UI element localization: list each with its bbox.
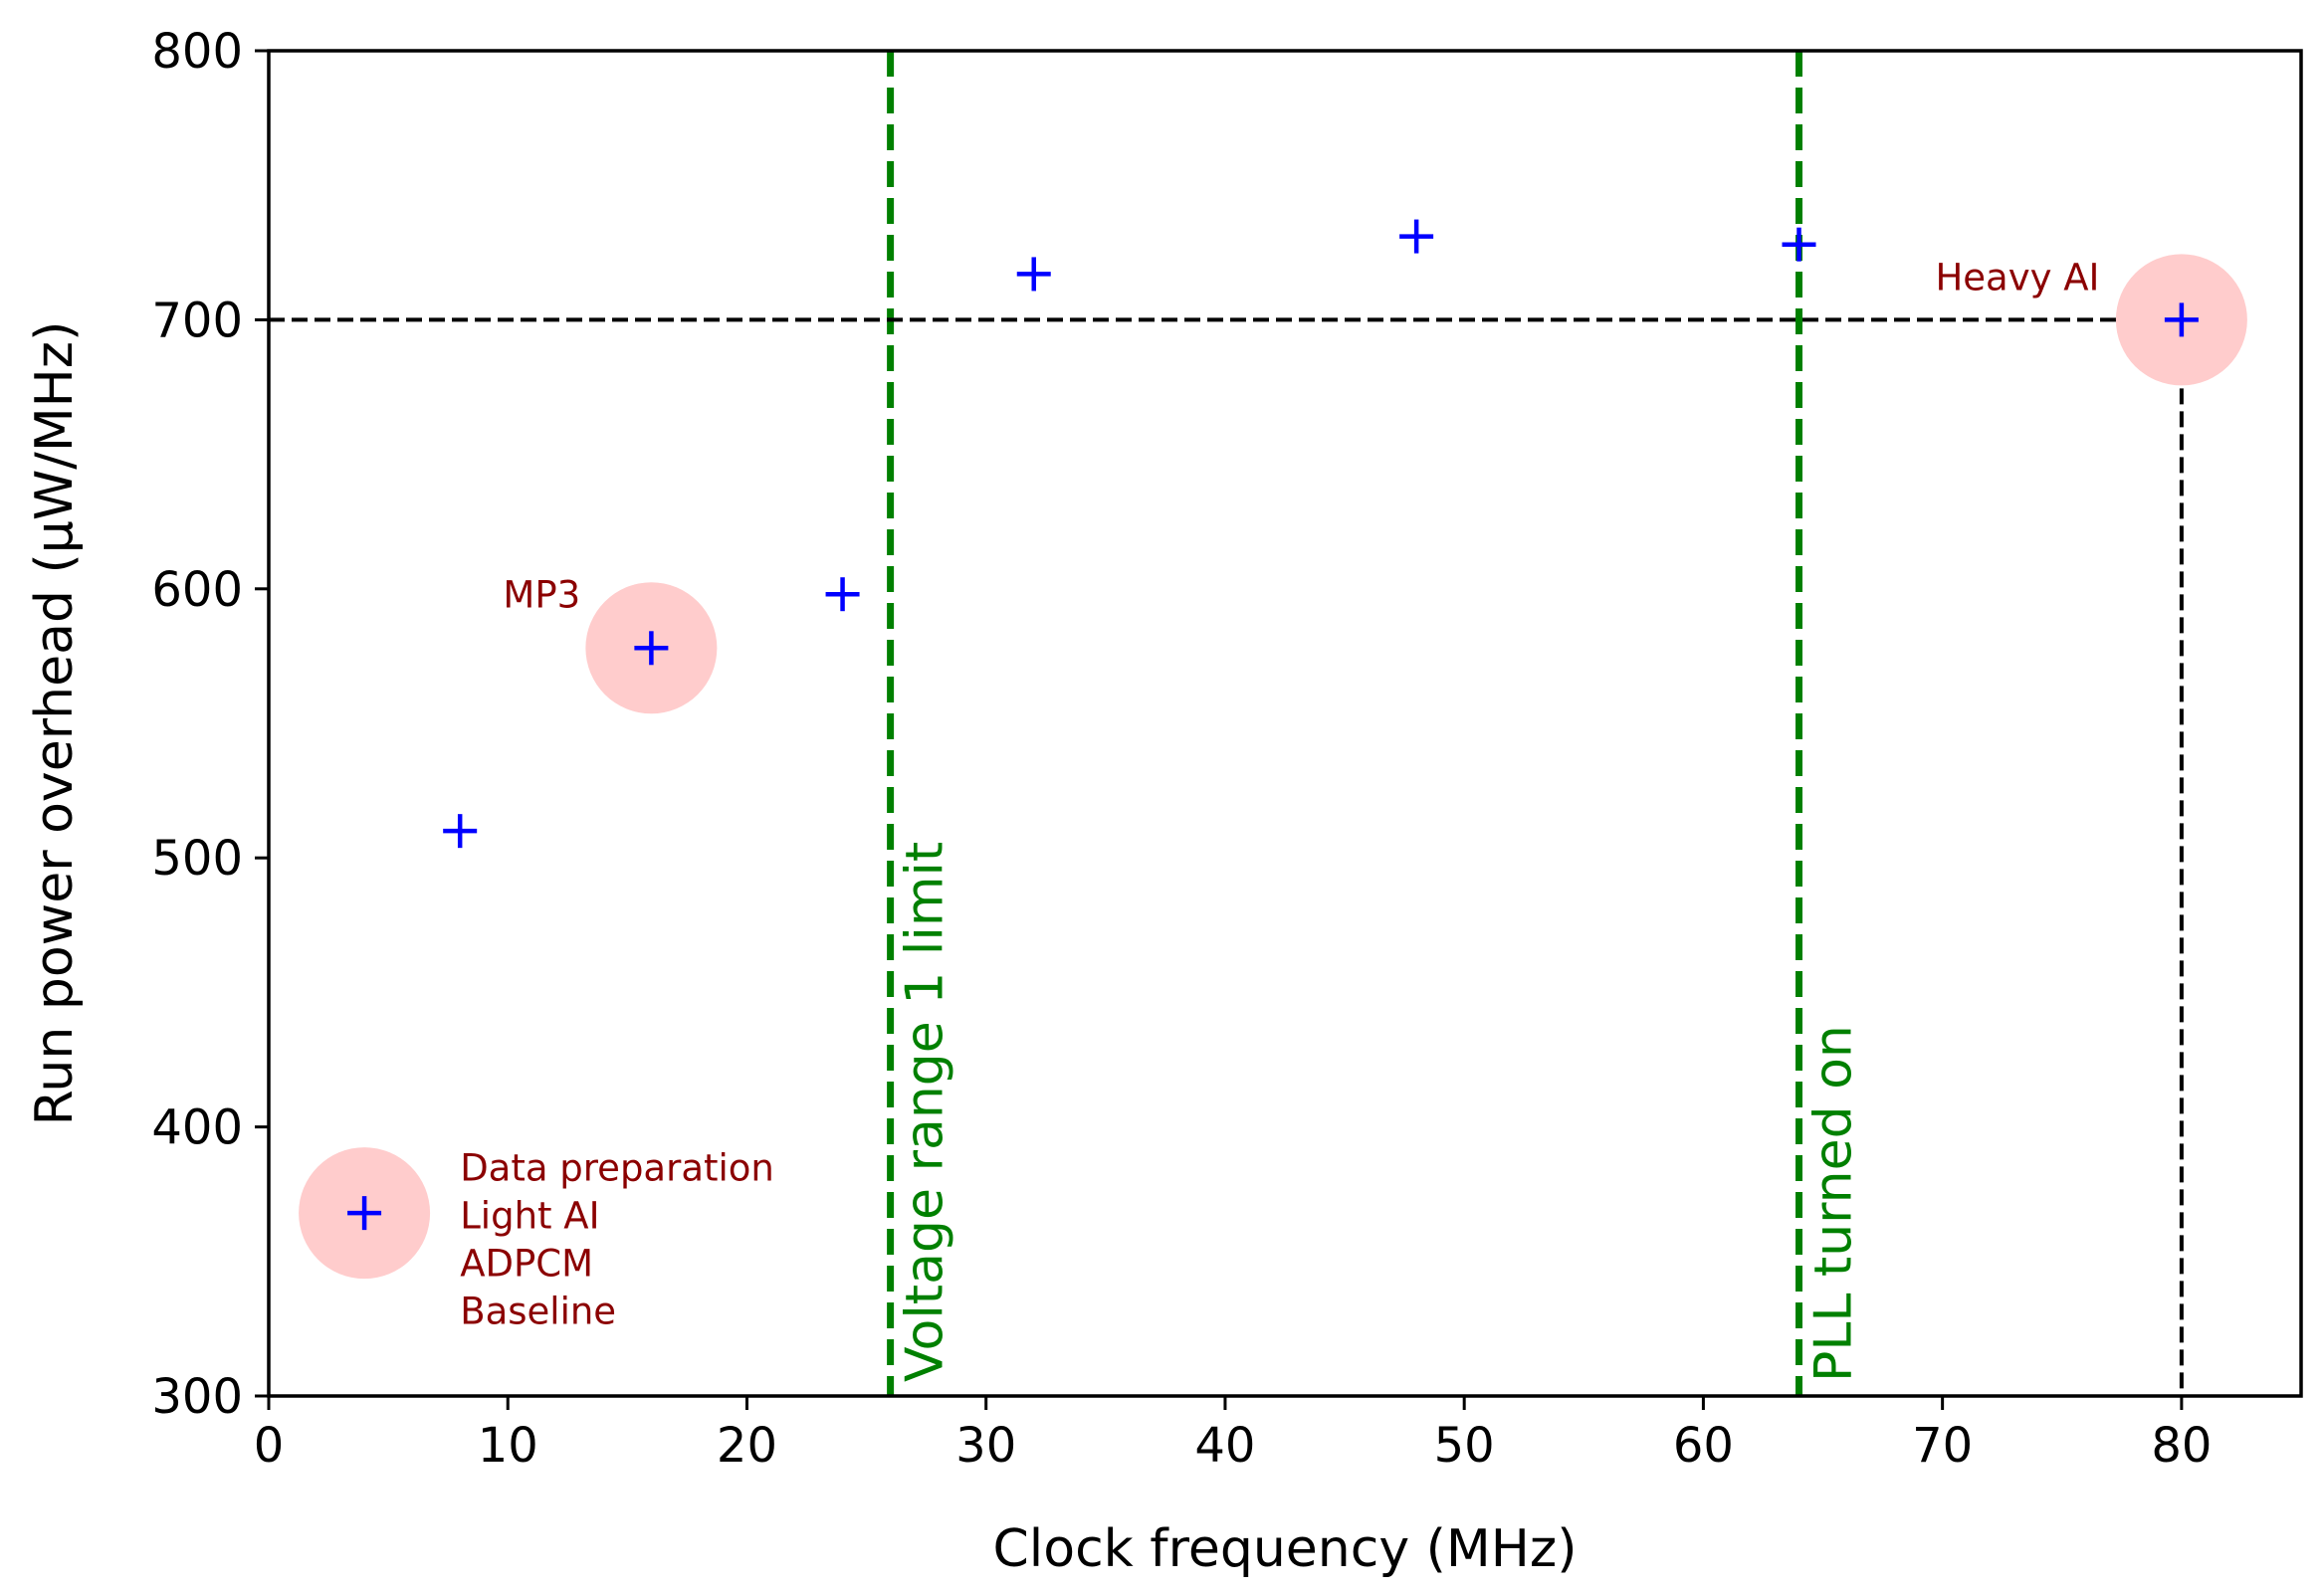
y-tick-label: 300 (151, 1369, 243, 1425)
x-tick-label: 40 (1194, 1418, 1255, 1474)
y-tick-label: 800 (151, 24, 243, 80)
annotations: Data preparation Light AI ADPCM Baseline MP3… (460, 257, 2099, 1333)
highlight-circles (299, 254, 2247, 1280)
data-point (1016, 257, 1051, 292)
y-tick-label: 500 (151, 831, 243, 887)
threshold-lines: Voltage range 1 limit PLL turned on (887, 51, 1864, 1396)
data-point (1399, 219, 1434, 254)
annotation-line: ADPCM (460, 1243, 593, 1286)
y-tick-label: 700 (151, 293, 243, 348)
plot-frame (267, 49, 2303, 1398)
x-tick-label: 50 (1434, 1418, 1495, 1474)
y-axis-label: Run power overhead (µW/MHz) (25, 321, 85, 1126)
axes: 0 10 20 30 40 50 60 70 80 300 400 500 600 700 800 (151, 24, 2303, 1474)
annotation-2: Heavy AI (1935, 257, 2099, 299)
x-tick-label: 80 (2151, 1418, 2212, 1474)
annotation-line: Data preparation (460, 1147, 774, 1190)
x-tick-label: 70 (1912, 1418, 1973, 1474)
x-tick-label: 0 (254, 1418, 285, 1474)
annotation-1: MP3 (503, 574, 580, 617)
threshold-label-1: PLL turned on (1804, 1025, 1864, 1382)
annotation-0: Data preparation Light AI ADPCM Baseline (460, 1147, 774, 1333)
data-point (443, 814, 478, 849)
threshold-label-0: Voltage range 1 limit (896, 842, 955, 1382)
reference-lines (269, 317, 2184, 1396)
annotation-line: MP3 (503, 574, 580, 617)
data-point (634, 631, 669, 666)
x-tick-label: 20 (717, 1418, 777, 1474)
x-tick-label: 30 (955, 1418, 1016, 1474)
annotation-line: Heavy AI (1935, 257, 2099, 299)
data-point (347, 1196, 382, 1231)
data-points (347, 219, 2199, 1231)
x-tick-label: 10 (478, 1418, 538, 1474)
data-point (2164, 302, 2199, 337)
data-point (825, 577, 860, 612)
x-tick-label: 60 (1673, 1418, 1734, 1474)
data-point (1782, 227, 1816, 262)
annotation-line: Baseline (460, 1291, 616, 1333)
annotation-line: Light AI (460, 1195, 599, 1238)
y-tick-label: 600 (151, 562, 243, 618)
x-axis-label: Clock frequency (MHz) (993, 1519, 1578, 1579)
y-tick-label: 400 (151, 1100, 243, 1156)
